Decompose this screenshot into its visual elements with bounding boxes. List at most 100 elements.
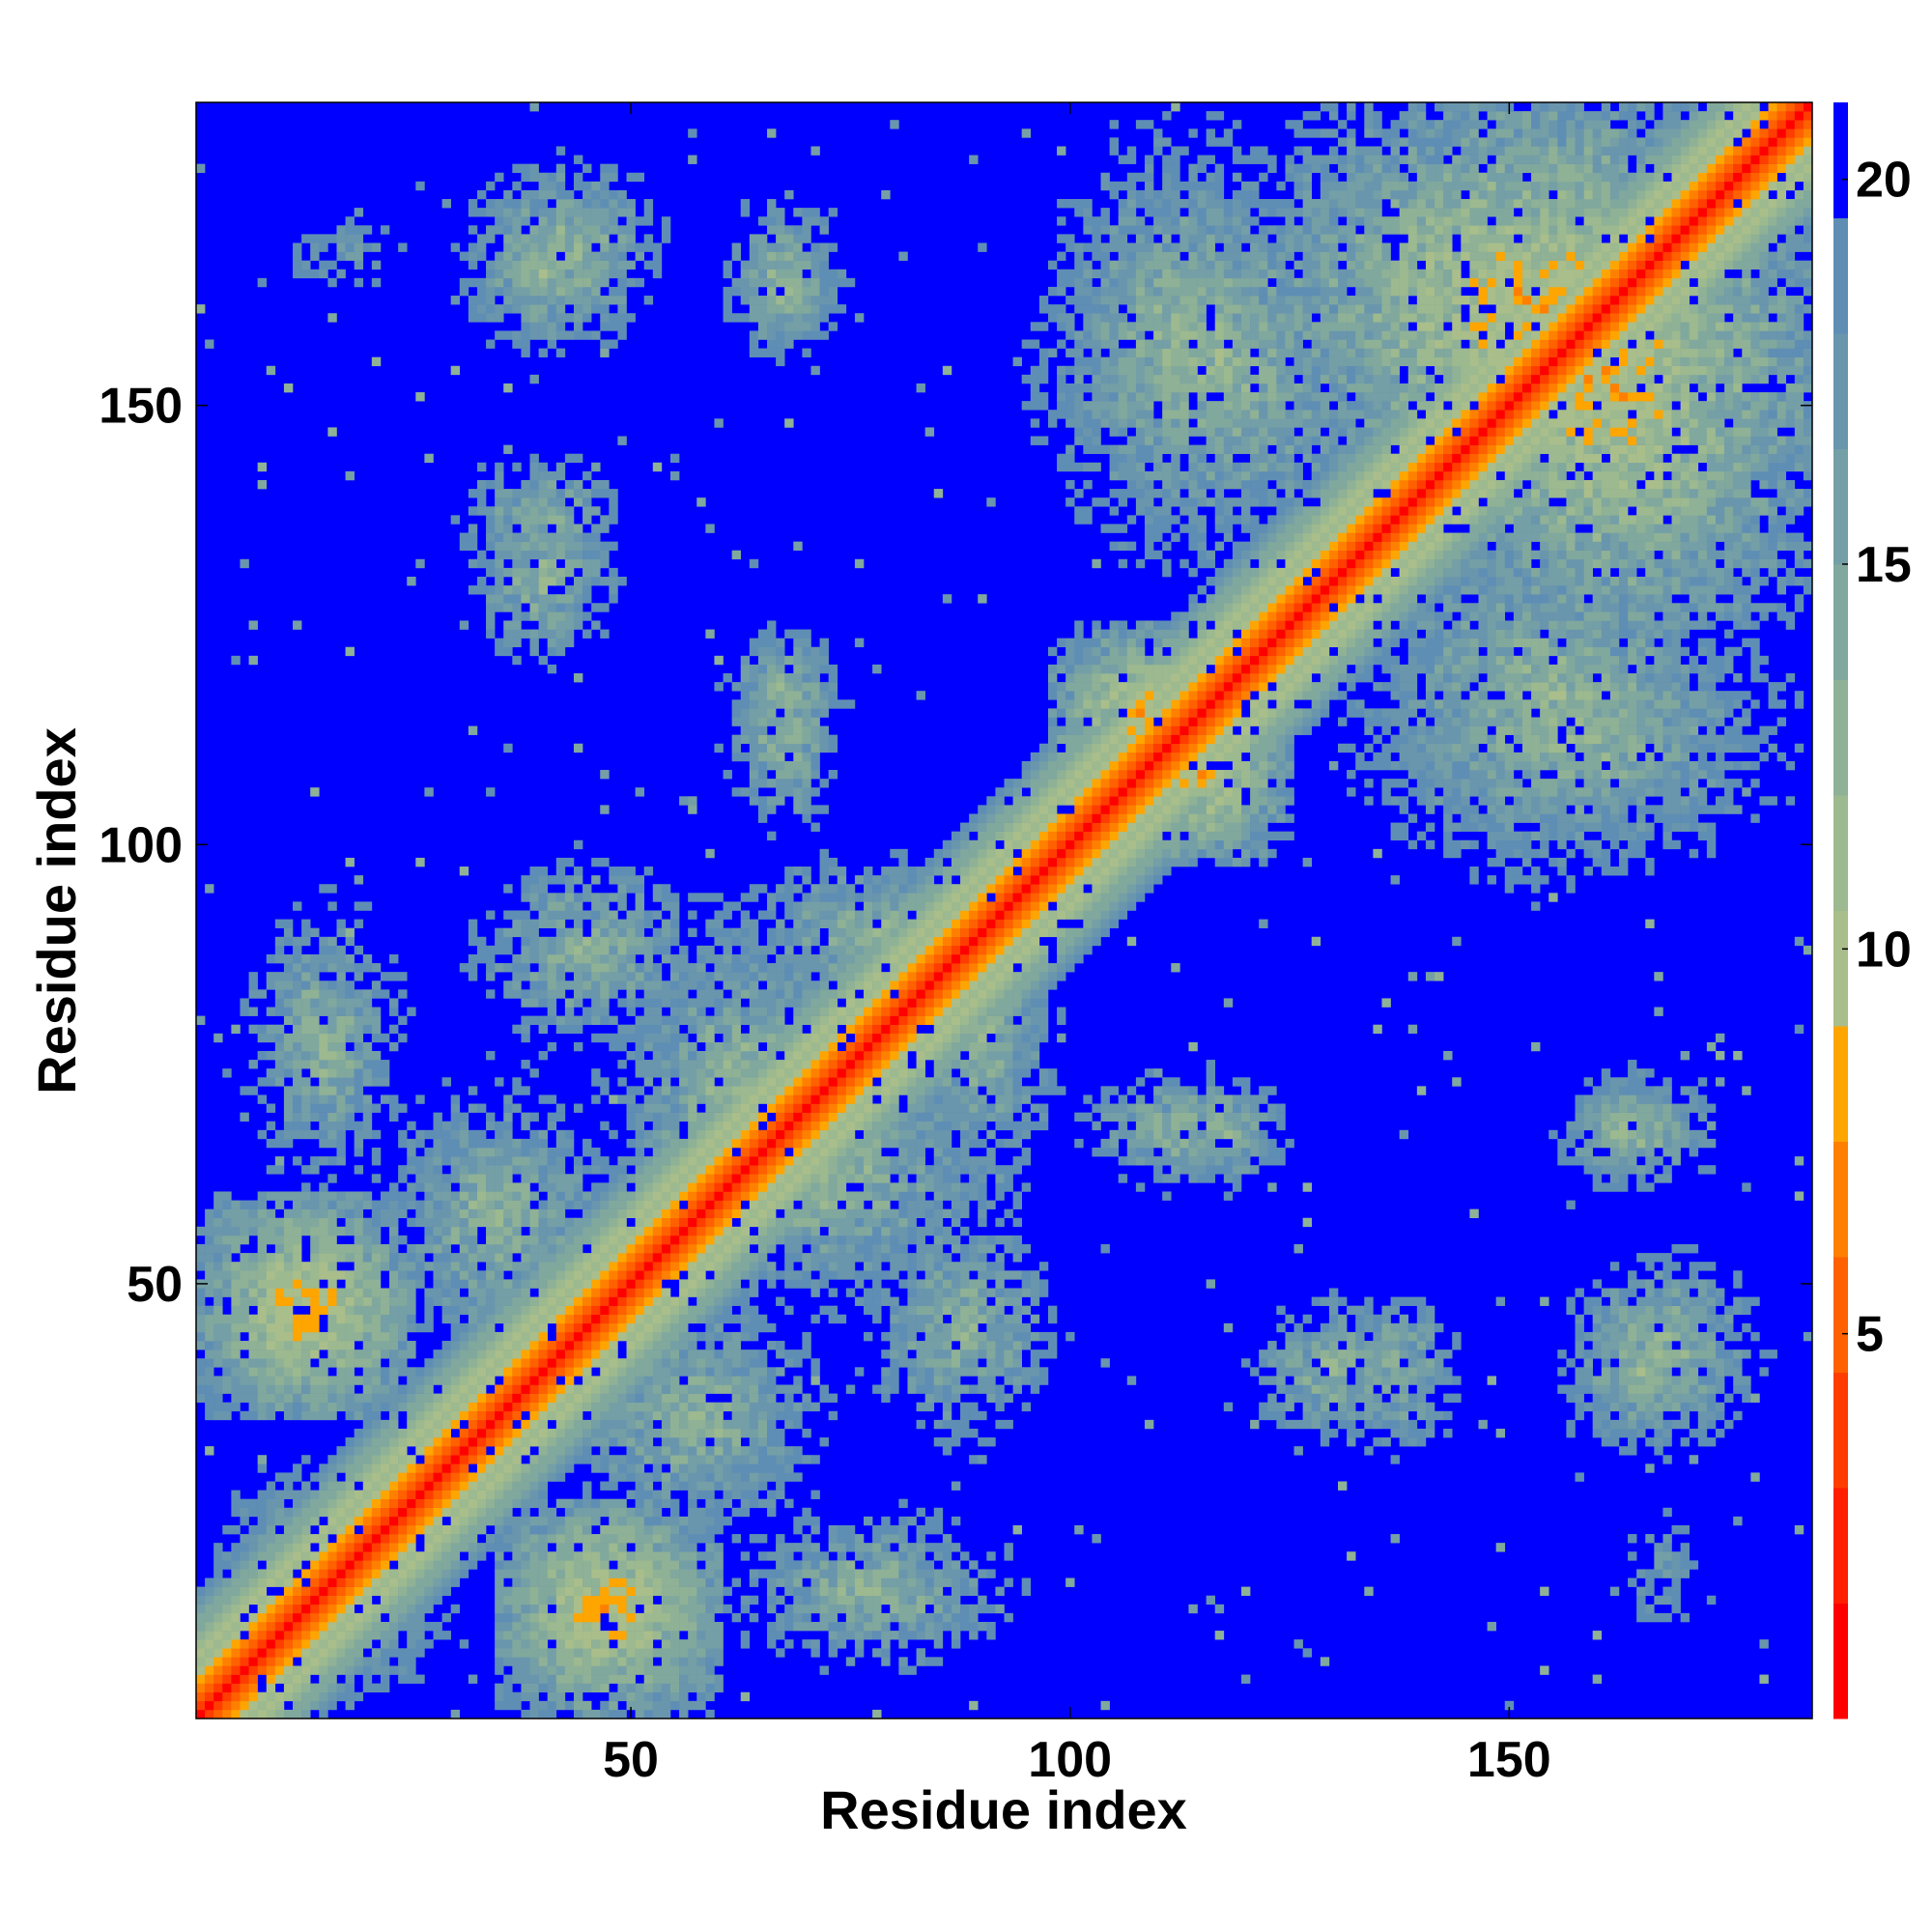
heatmap-cell <box>731 972 742 981</box>
heatmap-cell <box>538 611 548 621</box>
heatmap-cell <box>310 1341 320 1350</box>
heatmap-cell <box>529 462 539 472</box>
heatmap-cell <box>495 1683 504 1693</box>
heatmap-cell <box>731 1235 742 1245</box>
heatmap-cell <box>696 1279 706 1289</box>
heatmap-cell <box>617 330 627 340</box>
heatmap-cell <box>213 1376 223 1385</box>
heatmap-cell <box>555 1182 566 1192</box>
heatmap-cell <box>529 1015 539 1025</box>
heatmap-cell <box>555 576 566 586</box>
heatmap-cell <box>495 1208 504 1219</box>
heatmap-cell <box>495 945 504 955</box>
heatmap-cell <box>213 1262 223 1271</box>
heatmap-cell <box>231 1279 241 1289</box>
heatmap-cell <box>327 234 337 243</box>
heatmap-cell <box>714 1244 724 1254</box>
heatmap-cell <box>731 286 742 297</box>
heatmap-cell <box>319 1235 328 1245</box>
heatmap-cell <box>521 242 530 252</box>
heatmap-cell <box>433 1350 442 1359</box>
heatmap-cell <box>222 1376 232 1385</box>
heatmap-cell <box>310 1033 320 1043</box>
heatmap-cell <box>222 1279 232 1289</box>
heatmap-cell <box>450 1305 461 1316</box>
heatmap-cell <box>547 1367 557 1377</box>
heatmap-cell <box>283 936 294 947</box>
heatmap-cell <box>213 1551 223 1561</box>
heatmap-cell <box>503 884 513 894</box>
heatmap-cell <box>714 1648 724 1658</box>
heatmap-cell <box>468 1516 478 1526</box>
heatmap-cell <box>503 629 513 639</box>
heatmap-cell <box>547 339 557 349</box>
heatmap-cell <box>424 1463 434 1473</box>
heatmap-cell <box>380 1437 390 1447</box>
heatmap-cell <box>521 558 530 569</box>
heatmap-cell <box>257 1341 268 1350</box>
heatmap-cell <box>205 1683 214 1693</box>
heatmap-cell <box>652 1182 663 1192</box>
heatmap-cell <box>582 936 592 947</box>
heatmap-cell <box>240 1288 249 1297</box>
heatmap-cell <box>679 1086 689 1095</box>
heatmap-cell <box>424 1472 434 1482</box>
heatmap-cell <box>564 1516 575 1526</box>
heatmap-cell <box>354 1077 364 1087</box>
heatmap-cell <box>652 1691 663 1702</box>
heatmap-cell <box>521 234 530 243</box>
heatmap-cell <box>205 1595 214 1605</box>
heatmap-cell <box>626 910 636 920</box>
heatmap-cell <box>407 1262 416 1271</box>
heatmap-cell <box>336 1253 346 1263</box>
heatmap-cell <box>486 567 496 578</box>
heatmap-cell <box>573 489 583 498</box>
heatmap-cell <box>696 1331 706 1342</box>
heatmap-cell <box>327 1121 337 1131</box>
heatmap-cell <box>310 1472 320 1482</box>
heatmap-cell <box>354 1648 364 1658</box>
heatmap-cell <box>538 1147 548 1157</box>
heatmap-cell <box>503 251 513 261</box>
heatmap-cell <box>723 1367 732 1377</box>
heatmap-cell <box>600 1639 610 1649</box>
heatmap-cell <box>521 1314 530 1324</box>
heatmap-cell <box>257 1498 268 1509</box>
heatmap-cell <box>661 1208 671 1219</box>
heatmap-cell <box>643 989 654 999</box>
heatmap-cell <box>591 857 601 867</box>
heatmap-cell <box>669 1086 680 1095</box>
heatmap-cell <box>643 1402 654 1412</box>
heatmap-cell <box>301 1165 311 1175</box>
heatmap-cell <box>468 1507 478 1518</box>
heatmap-cell <box>301 1393 311 1403</box>
heatmap-cell <box>591 910 601 920</box>
heatmap-cell <box>555 296 566 305</box>
heatmap-cell <box>547 497 557 507</box>
heatmap-cell <box>503 1279 513 1289</box>
heatmap-cell <box>274 1024 285 1035</box>
heatmap-cell <box>266 1560 276 1570</box>
heatmap-cell <box>609 1612 618 1623</box>
heatmap-cell <box>424 1595 434 1605</box>
heatmap-cell <box>380 1524 390 1535</box>
heatmap-cell <box>538 1595 548 1605</box>
heatmap-cell <box>529 1296 539 1306</box>
heatmap-cell <box>231 655 241 666</box>
heatmap-cell <box>293 1367 302 1377</box>
heatmap-cell <box>486 1507 496 1518</box>
heatmap-cell <box>731 708 742 718</box>
heatmap-cell <box>362 1569 373 1578</box>
heatmap-cell <box>380 1674 390 1684</box>
heatmap-cell <box>635 972 645 981</box>
heatmap-cell <box>617 875 627 885</box>
heatmap-cell <box>582 1498 592 1509</box>
heatmap-cell <box>274 1631 285 1640</box>
heatmap-cell <box>617 234 627 243</box>
heatmap-cell <box>600 1279 610 1289</box>
heatmap-cell <box>354 1191 364 1201</box>
heatmap-cell <box>205 1657 214 1666</box>
heatmap-cell <box>705 1033 715 1043</box>
heatmap-cell <box>319 1384 328 1394</box>
heatmap-cell <box>362 1341 373 1350</box>
